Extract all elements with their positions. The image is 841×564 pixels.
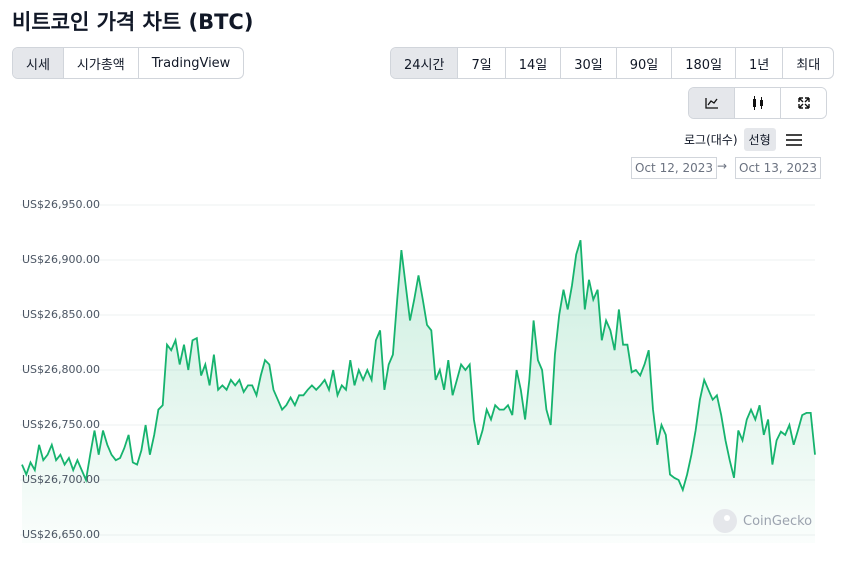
tab-button[interactable]: 시세 (13, 48, 63, 78)
candle-chart-button[interactable] (734, 88, 780, 118)
expand-button[interactable] (780, 88, 826, 118)
range-button[interactable]: 180일 (671, 48, 735, 78)
range-button[interactable]: 24시간 (391, 48, 458, 78)
y-tick-label: US$26,700.00 (22, 473, 100, 486)
watermark: CoinGecko (712, 508, 812, 534)
tab-button[interactable]: TradingView (137, 48, 244, 78)
y-tick-label: US$26,650.00 (22, 528, 100, 541)
range-button[interactable]: 14일 (504, 48, 561, 78)
watermark-text: CoinGecko (743, 513, 813, 529)
date-from[interactable]: Oct 12, 2023 (631, 157, 717, 179)
price-line (21, 239, 816, 493)
date-to[interactable]: Oct 13, 2023 (735, 157, 821, 179)
y-tick-label: US$26,900.00 (22, 253, 100, 266)
tab-button[interactable]: 시가총액 (62, 48, 138, 78)
range-button[interactable]: 1년 (735, 48, 782, 78)
tab-group: 시세 시가총액 TradingView (12, 47, 245, 79)
range-button[interactable]: 7일 (457, 48, 504, 78)
range-button[interactable]: 최대 (782, 48, 833, 78)
date-separator: → (717, 159, 728, 173)
page-title: 비트코인 가격 차트 (BTC) (12, 10, 254, 34)
linear-scale-option[interactable]: 선형 (743, 128, 776, 151)
range-group: 24시간 7일 14일 30일 90일 180일 1년 최대 (390, 47, 835, 79)
range-button[interactable]: 30일 (560, 48, 616, 78)
scale-toggle: 로그(대수) 선형 (684, 128, 802, 151)
line-chart-button[interactable] (689, 88, 734, 118)
chart-type-group (688, 87, 827, 119)
y-tick-label: US$26,750.00 (22, 418, 100, 431)
menu-icon[interactable] (785, 133, 802, 147)
y-tick-label: US$26,850.00 (22, 308, 100, 321)
range-button[interactable]: 90일 (615, 48, 672, 78)
log-scale-option[interactable]: 로그(대수) (684, 133, 738, 147)
y-tick-label: US$26,950.00 (22, 198, 100, 211)
area-fill (22, 240, 815, 543)
y-tick-label: US$26,800.00 (22, 363, 100, 376)
